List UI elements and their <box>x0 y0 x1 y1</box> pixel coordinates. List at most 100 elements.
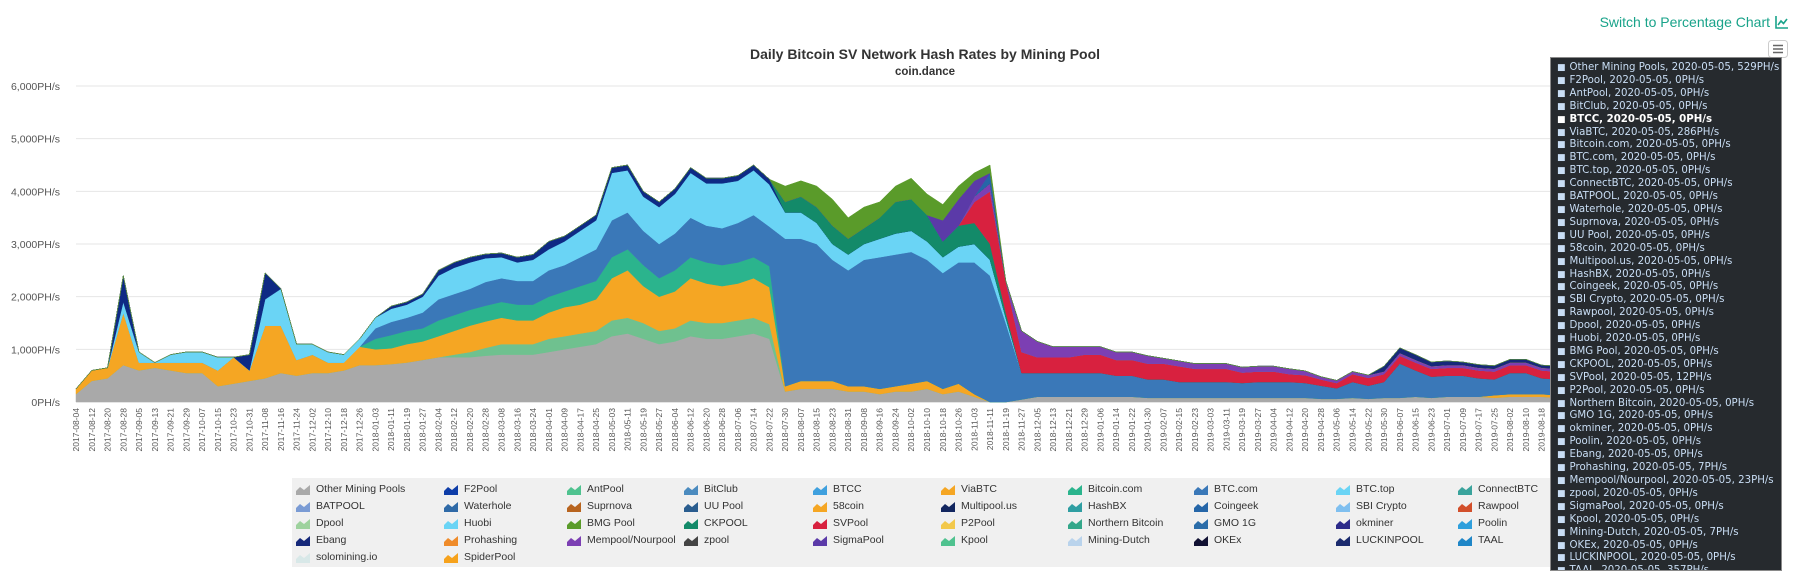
legend-item[interactable]: Prohashing <box>444 534 517 546</box>
legend-item[interactable]: SVPool <box>813 517 868 529</box>
series-square-icon: ■ <box>1557 192 1566 203</box>
legend-item[interactable]: F2Pool <box>444 483 497 495</box>
legend-item[interactable]: LUCKINPOOL <box>1336 534 1424 546</box>
legend-item[interactable]: GMO 1G <box>1194 517 1256 529</box>
legend-item[interactable]: BTC.top <box>1336 483 1395 495</box>
tooltip-row: ■ BATPOOL, 2020-05-05, 0PH/s <box>1557 191 1775 204</box>
tooltip-text: OKEx, 2020-05-05, 0PH/s <box>1569 539 1698 551</box>
x-tick-label: 2019-06-23 <box>1426 408 1436 452</box>
series-square-icon: ■ <box>1557 514 1566 525</box>
tooltip-row: ■ GMO 1G, 2020-05-05, 0PH/s <box>1557 410 1775 423</box>
legend-area-icon <box>813 501 827 512</box>
legend-item[interactable]: HashBX <box>1068 500 1127 512</box>
switch-to-percentage-link[interactable]: Switch to Percentage Chart <box>1600 14 1789 30</box>
legend-item[interactable]: UU Pool <box>684 500 743 512</box>
legend-item[interactable]: BATPOOL <box>296 500 365 512</box>
legend-item[interactable]: 58coin <box>813 500 864 512</box>
series-square-icon: ■ <box>1557 359 1566 370</box>
tooltip-row: ■ okminer, 2020-05-05, 0PH/s <box>1557 423 1775 436</box>
legend-area-icon <box>296 484 310 495</box>
x-tick-label: 2019-01-06 <box>1095 408 1105 452</box>
legend-item[interactable]: SpiderPool <box>444 551 515 563</box>
tooltip-text: BTC.top, 2020-05-05, 0PH/s <box>1569 165 1711 177</box>
legend-area-icon <box>1068 501 1082 512</box>
legend-item[interactable]: AntPool <box>567 483 624 495</box>
x-tick-label: 2018-11-11 <box>985 408 995 450</box>
legend-label: SVPool <box>833 517 869 529</box>
legend-item[interactable]: Suprnova <box>567 500 632 512</box>
tooltip-text: BMG Pool, 2020-05-05, 0PH/s <box>1569 345 1719 357</box>
x-tick-label: 2018-06-12 <box>686 408 696 452</box>
series-square-icon: ■ <box>1557 437 1566 448</box>
legend-item[interactable]: Poolin <box>1458 517 1507 529</box>
x-tick-label: 2017-11-24 <box>292 408 302 451</box>
legend-area-icon <box>684 518 698 529</box>
legend-area-icon <box>444 501 458 512</box>
legend-item[interactable]: solomining.io <box>296 551 377 563</box>
x-tick-label: 2019-04-20 <box>1300 408 1310 452</box>
legend-item[interactable]: SigmaPool <box>813 534 884 546</box>
x-tick-label: 2018-12-05 <box>1032 408 1042 452</box>
tooltip-row: ■ Huobi, 2020-05-05, 0PH/s <box>1557 333 1775 346</box>
x-tick-label: 2018-08-15 <box>812 408 822 452</box>
x-tick-label: 2017-10-07 <box>197 408 207 452</box>
y-axis-labels: 0PH/s 1,000PH/s 2,000PH/s 3,000PH/s 4,000PH/… <box>11 81 60 409</box>
legend-label: Waterhole <box>464 500 512 512</box>
legend-label: Ebang <box>316 534 347 546</box>
legend-item[interactable]: BitClub <box>684 483 738 495</box>
legend-item[interactable]: Bitcoin.com <box>1068 483 1142 495</box>
legend-item[interactable]: P2Pool <box>941 517 995 529</box>
legend-item[interactable]: Other Mining Pools <box>296 483 405 495</box>
legend-item[interactable]: okminer <box>1336 517 1393 529</box>
x-tick-label: 2019-06-07 <box>1395 408 1405 452</box>
legend-item[interactable]: Mempool/Nourpool <box>567 534 676 546</box>
legend-item[interactable]: Dpool <box>296 517 343 529</box>
legend-area-icon <box>444 484 458 495</box>
legend-label: Bitcoin.com <box>1088 483 1143 495</box>
series-square-icon: ■ <box>1557 540 1566 551</box>
legend-item[interactable]: Waterhole <box>444 500 511 512</box>
x-tick-label: 2018-08-23 <box>827 408 837 452</box>
tooltip-row: ■ Mempool/Nourpool, 2020-05-05, 23PH/s <box>1557 475 1775 488</box>
legend-item[interactable]: BTC.com <box>1194 483 1258 495</box>
legend-item[interactable]: ViaBTC <box>941 483 997 495</box>
legend-item[interactable]: Mining-Dutch <box>1068 534 1150 546</box>
x-tick-label: 2018-04-01 <box>544 408 554 452</box>
legend-item[interactable]: Huobi <box>444 517 491 529</box>
legend-item[interactable]: Kpool <box>941 534 988 546</box>
series-square-icon: ■ <box>1557 140 1566 151</box>
x-tick-label: 2018-09-16 <box>875 408 885 452</box>
legend-item[interactable]: zpool <box>684 534 729 546</box>
legend-item[interactable]: BMG Pool <box>567 517 635 529</box>
y-tick-label: 4,000PH/s <box>11 186 60 198</box>
legend-item[interactable]: Coingeek <box>1194 500 1258 512</box>
legend-area-icon <box>1194 501 1208 512</box>
legend-area-icon <box>567 484 581 495</box>
legend-item[interactable]: Ebang <box>296 534 346 546</box>
legend-label: P2Pool <box>961 517 995 529</box>
x-tick-label: 2018-03-16 <box>512 408 522 452</box>
legend-label: BitClub <box>704 483 738 495</box>
legend-item[interactable]: Northern Bitcoin <box>1068 517 1163 529</box>
chart-menu-button[interactable] <box>1768 40 1788 58</box>
legend-item[interactable]: ConnectBTC <box>1458 483 1538 495</box>
legend-item[interactable]: SBI Crypto <box>1336 500 1407 512</box>
legend-item[interactable]: Rawpool <box>1458 500 1519 512</box>
legend-label: BATPOOL <box>316 500 365 512</box>
tooltip-text: Other Mining Pools, 2020-05-05, 529PH/s <box>1569 62 1780 73</box>
legend-label: F2Pool <box>464 483 498 495</box>
legend-item[interactable]: BTCC <box>813 483 862 495</box>
legend-item[interactable]: Multipool.us <box>941 500 1017 512</box>
tooltip-row: ■ zpool, 2020-05-05, 0PH/s <box>1557 488 1775 501</box>
legend-item[interactable]: CKPOOL <box>684 517 748 529</box>
x-tick-label: 2019-04-28 <box>1316 408 1326 452</box>
tooltip-row: ■ BTC.com, 2020-05-05, 0PH/s <box>1557 152 1775 165</box>
legend-item[interactable]: TAAL <box>1458 534 1503 546</box>
x-tick-label: 2019-03-19 <box>1237 408 1247 452</box>
legend-label: HashBX <box>1088 500 1127 512</box>
line-chart-icon <box>1775 16 1788 29</box>
tooltip-text: Dpool, 2020-05-05, 0PH/s <box>1569 320 1701 332</box>
legend-item[interactable]: OKEx <box>1194 534 1241 546</box>
legend-label: ConnectBTC <box>1478 483 1539 495</box>
y-tick-label: 5,000PH/s <box>11 134 60 146</box>
